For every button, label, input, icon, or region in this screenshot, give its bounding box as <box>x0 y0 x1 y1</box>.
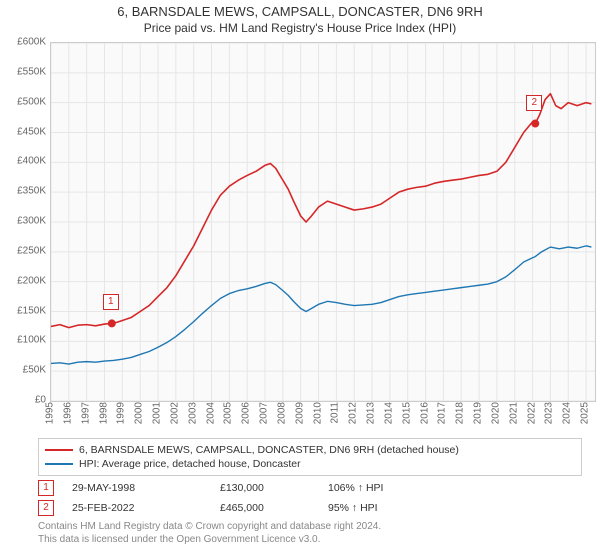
x-tick-label: 2006 <box>241 402 252 424</box>
x-tick-label: 2005 <box>223 402 234 424</box>
x-tick-label: 2011 <box>330 402 341 424</box>
footer-line-1: Contains HM Land Registry data © Crown c… <box>38 520 568 533</box>
sale-point-row-2: 2 25-FEB-2022 £465,000 95% ↑ HPI <box>38 498 568 518</box>
y-tick-label: £50K <box>2 365 46 376</box>
sale-point-price-2: £465,000 <box>220 502 310 514</box>
x-tick-label: 2016 <box>419 402 430 424</box>
x-tick-label: 2020 <box>490 402 501 424</box>
x-tick-label: 2021 <box>508 402 519 424</box>
x-tick-label: 2024 <box>562 402 573 424</box>
x-tick-label: 2017 <box>437 402 448 424</box>
x-tick-label: 2014 <box>383 402 394 424</box>
x-tick-label: 1998 <box>98 402 109 424</box>
x-tick-label: 1995 <box>45 402 56 424</box>
sale-point-date-1: 29-MAY-1998 <box>72 482 202 494</box>
x-tick-label: 2000 <box>134 402 145 424</box>
y-tick-label: £100K <box>2 335 46 346</box>
y-tick-label: £0 <box>2 395 46 406</box>
footer-line-2: This data is licensed under the Open Gov… <box>38 533 568 546</box>
x-tick-label: 2002 <box>169 402 180 424</box>
sale-point-price-1: £130,000 <box>220 482 310 494</box>
plot-svg <box>51 43 595 401</box>
y-tick-label: £250K <box>2 245 46 256</box>
y-tick-label: £150K <box>2 305 46 316</box>
y-tick-label: £350K <box>2 186 46 197</box>
sale-point-pct-1: 106% ↑ HPI <box>328 482 438 494</box>
x-tick-label: 1996 <box>62 402 73 424</box>
plot-area <box>50 42 596 402</box>
sale-point-date-2: 25-FEB-2022 <box>72 502 202 514</box>
marker-callout-2: 2 <box>526 95 542 111</box>
chart-container: 6, BARNSDALE MEWS, CAMPSALL, DONCASTER, … <box>0 0 600 560</box>
y-tick-label: £300K <box>2 216 46 227</box>
x-tick-label: 2001 <box>152 402 163 424</box>
x-tick-label: 2004 <box>205 402 216 424</box>
y-tick-label: £500K <box>2 96 46 107</box>
x-tick-label: 1999 <box>116 402 127 424</box>
y-tick-label: £600K <box>2 37 46 48</box>
y-tick-label: £400K <box>2 156 46 167</box>
x-tick-label: 2012 <box>348 402 359 424</box>
sale-points-table: 1 29-MAY-1998 £130,000 106% ↑ HPI 2 25-F… <box>38 478 568 518</box>
legend-label-1: 6, BARNSDALE MEWS, CAMPSALL, DONCASTER, … <box>79 444 459 456</box>
x-tick-label: 2009 <box>294 402 305 424</box>
x-tick-label: 2003 <box>187 402 198 424</box>
x-tick-label: 2013 <box>366 402 377 424</box>
x-tick-label: 2008 <box>276 402 287 424</box>
legend: 6, BARNSDALE MEWS, CAMPSALL, DONCASTER, … <box>38 438 582 476</box>
legend-item-series-2: HPI: Average price, detached house, Donc… <box>45 457 575 471</box>
marker-callout-1: 1 <box>103 294 119 310</box>
sale-point-row-1: 1 29-MAY-1998 £130,000 106% ↑ HPI <box>38 478 568 498</box>
x-tick-label: 2019 <box>473 402 484 424</box>
x-tick-label: 2023 <box>544 402 555 424</box>
legend-item-series-1: 6, BARNSDALE MEWS, CAMPSALL, DONCASTER, … <box>45 443 575 457</box>
y-tick-label: £450K <box>2 126 46 137</box>
chart-subtitle: Price paid vs. HM Land Registry's House … <box>0 19 600 35</box>
x-tick-label: 2018 <box>455 402 466 424</box>
y-tick-label: £550K <box>2 66 46 77</box>
legend-swatch-1 <box>45 449 73 451</box>
sale-point-index-2: 2 <box>38 500 54 516</box>
chart-title: 6, BARNSDALE MEWS, CAMPSALL, DONCASTER, … <box>0 0 600 19</box>
sale-point-index-1: 1 <box>38 480 54 496</box>
x-tick-label: 2025 <box>580 402 591 424</box>
x-tick-label: 2015 <box>401 402 412 424</box>
x-tick-label: 1997 <box>80 402 91 424</box>
x-tick-label: 2010 <box>312 402 323 424</box>
legend-swatch-2 <box>45 463 73 465</box>
footer: Contains HM Land Registry data © Crown c… <box>38 520 568 546</box>
x-tick-label: 2022 <box>526 402 537 424</box>
legend-label-2: HPI: Average price, detached house, Donc… <box>79 458 301 470</box>
sale-point-pct-2: 95% ↑ HPI <box>328 502 438 514</box>
x-tick-label: 2007 <box>259 402 270 424</box>
y-tick-label: £200K <box>2 275 46 286</box>
